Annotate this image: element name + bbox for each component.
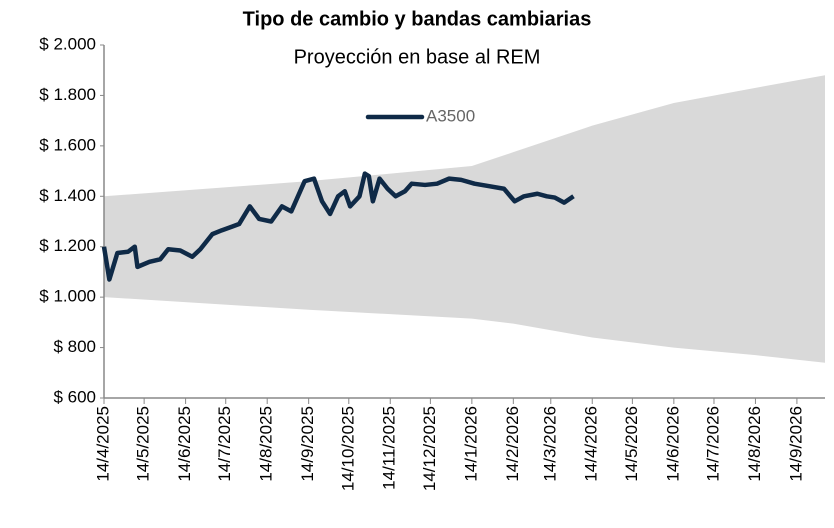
x-tick-label: 14/6/2026 [663,406,682,482]
x-tick-label: 14/3/2026 [540,406,559,482]
x-tick-label: 14/8/2026 [745,406,764,482]
x-tick-label: 14/1/2026 [461,406,480,482]
x-tick-label: 14/10/2025 [338,406,357,491]
y-tick-label: $ 800 [53,337,96,356]
y-tick-label: $ 1.600 [39,135,96,154]
y-tick-label: $ 1.800 [39,85,96,104]
x-tick-label: 14/2/2026 [503,406,522,482]
x-tick-label: 14/5/2025 [134,406,153,482]
y-tick-label: $ 1.000 [39,287,96,306]
x-tick-label: 14/7/2026 [703,406,722,482]
chart-subtitle: Proyección en base al REM [294,46,541,68]
x-tick-label: 14/5/2026 [622,406,641,482]
chart-title: Tipo de cambio y bandas cambiarias [243,8,592,30]
x-tick-label: 14/11/2025 [380,406,399,490]
x-tick-label: 14/7/2025 [215,406,234,482]
x-tick-label: 14/4/2025 [93,406,112,482]
x-tick-label: 14/12/2025 [420,406,439,491]
x-tick-label: 14/9/2025 [298,406,317,482]
legend-label: A3500 [426,106,475,125]
line-series [101,171,575,282]
x-tick-label: 14/6/2025 [175,406,194,482]
y-tick-label: $ 1.200 [39,236,96,255]
band-area [104,75,825,363]
x-tick-label: 14/9/2026 [786,406,805,482]
y-tick-label: $ 600 [53,387,96,406]
y-tick-label: $ 2.000 [39,34,96,53]
x-tick-label: 14/4/2026 [582,406,601,482]
x-tick-label: 14/8/2025 [257,406,276,482]
y-tick-label: $ 1.400 [39,186,96,205]
